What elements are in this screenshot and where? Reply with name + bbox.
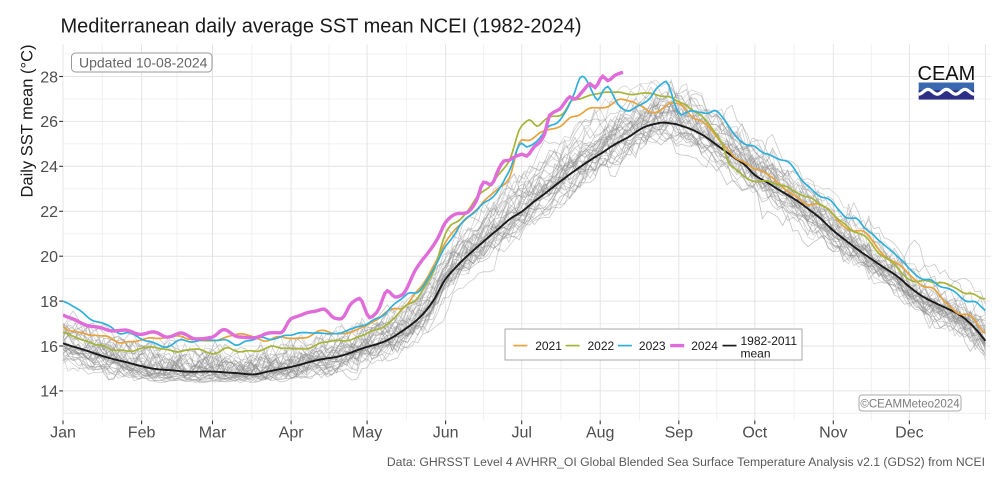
svg-text:Aug: Aug <box>586 425 614 442</box>
svg-text:Jul: Jul <box>511 425 531 442</box>
svg-text:2022: 2022 <box>588 339 615 353</box>
svg-text:2023: 2023 <box>639 339 666 353</box>
svg-text:CEAM: CEAM <box>918 63 976 85</box>
svg-text:1982-2011: 1982-2011 <box>741 334 798 348</box>
svg-text:Mar: Mar <box>199 425 227 442</box>
svg-text:Feb: Feb <box>128 425 156 442</box>
svg-text:Mediterranean daily average SS: Mediterranean daily average SST mean NCE… <box>61 16 582 38</box>
svg-text:mean: mean <box>741 347 771 361</box>
svg-text:28: 28 <box>40 69 58 86</box>
svg-text:2024: 2024 <box>691 339 718 353</box>
svg-text:©CEAMMeteo2024: ©CEAMMeteo2024 <box>860 399 960 411</box>
svg-text:2021: 2021 <box>535 339 562 353</box>
svg-text:Nov: Nov <box>819 425 847 442</box>
svg-text:24: 24 <box>40 159 58 176</box>
svg-text:May: May <box>352 425 382 442</box>
svg-text:Sep: Sep <box>665 425 694 442</box>
svg-text:22: 22 <box>40 204 58 221</box>
svg-text:16: 16 <box>40 339 58 356</box>
svg-text:26: 26 <box>40 114 58 131</box>
svg-text:18: 18 <box>40 294 58 311</box>
svg-text:Dec: Dec <box>895 425 923 442</box>
svg-text:Jun: Jun <box>433 425 459 442</box>
svg-text:Oct: Oct <box>742 425 767 442</box>
svg-text:Daily SST mean (°C): Daily SST mean (°C) <box>19 45 37 198</box>
svg-text:20: 20 <box>40 249 58 266</box>
svg-text:Jan: Jan <box>50 425 76 442</box>
svg-text:Apr: Apr <box>279 425 305 442</box>
svg-text:Data: GHRSST Level 4 AVHRR_OI: Data: GHRSST Level 4 AVHRR_OI Global Ble… <box>387 455 985 469</box>
svg-text:Updated 10-08-2024: Updated 10-08-2024 <box>79 55 208 71</box>
svg-text:14: 14 <box>40 384 58 401</box>
